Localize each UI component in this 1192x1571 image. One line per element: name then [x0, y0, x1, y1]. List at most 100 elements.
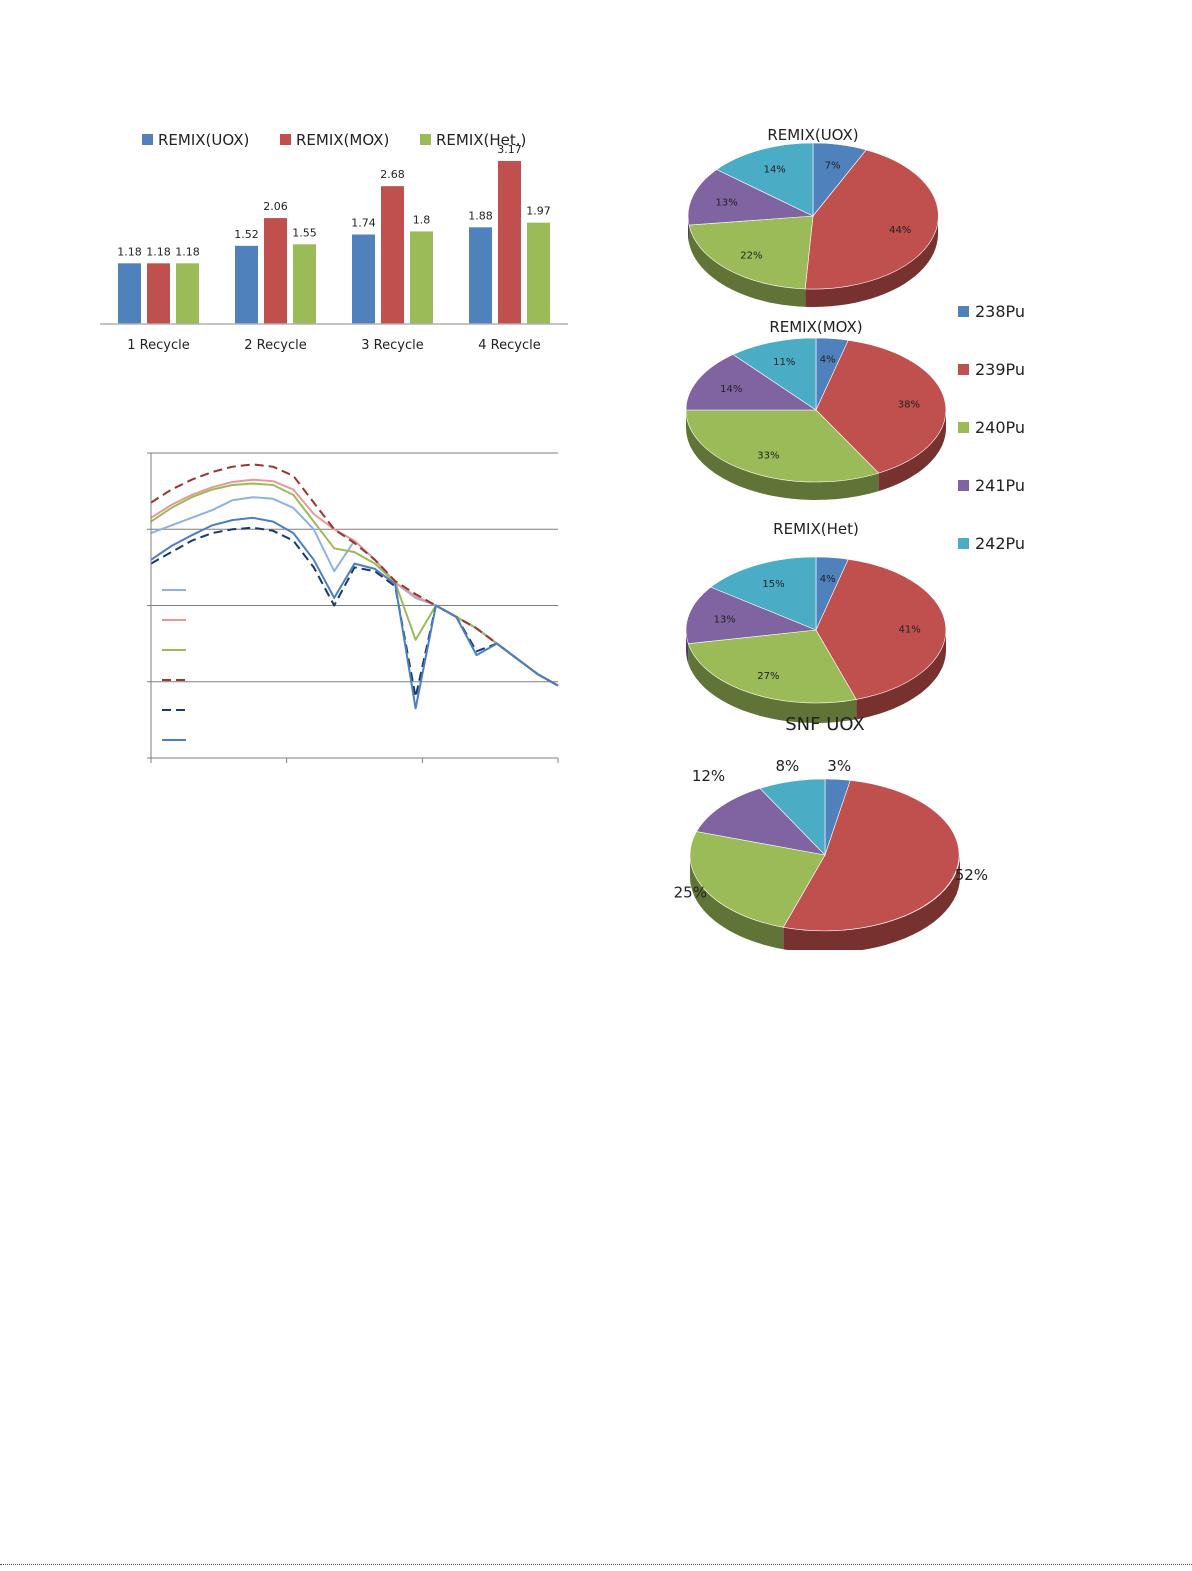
bar-plot: 1.18 1.18 1.18 1.52 2.06 1.55 1.74 2.68 1.8 1.88 3…	[117, 143, 551, 324]
pie-slice-label: 22%	[740, 250, 762, 261]
line-series	[150, 463, 559, 710]
bar	[498, 160, 521, 324]
pie-title: REMIX(Het)	[773, 520, 859, 538]
pie-side	[688, 216, 689, 244]
pie-side	[686, 410, 879, 500]
pie-legend-swatch	[958, 363, 969, 375]
pie-slice-label: 4%	[820, 355, 836, 366]
bar	[469, 227, 492, 324]
line-grid	[151, 452, 558, 683]
pie-slice	[689, 831, 826, 928]
bar-value-label: 1.55	[292, 226, 317, 239]
pie-legend-item: 241Pu	[958, 456, 1078, 514]
pie-slice-label: 13%	[715, 197, 737, 208]
bar-category-labels: 1 Recycle 2 Recycle 3 Recycle 4 Recycle	[127, 338, 540, 353]
pie-legend-label: 239Pu	[975, 359, 1026, 379]
pie-slice	[687, 169, 815, 226]
pie-legend-swatch	[958, 421, 969, 433]
category-label: 4 Recycle	[478, 338, 540, 353]
pie-legend: 238Pu 239Pu 240Pu 241Pu 242Pu	[958, 282, 1078, 572]
bar-value-label: 1.18	[117, 245, 142, 258]
pie-side	[690, 855, 784, 950]
pie-slice-label: 44%	[889, 225, 911, 236]
legend-swatch	[142, 134, 153, 145]
bar	[235, 245, 258, 324]
pie-legend-swatch	[958, 479, 969, 491]
pie-slice	[687, 629, 857, 704]
category-label: 3 Recycle	[361, 338, 423, 353]
pie-chart: REMIX(MOX) 4% 38% 33% 14% 11%	[685, 318, 947, 500]
pie-title: REMIX(MOX)	[769, 318, 862, 336]
bar	[381, 186, 404, 324]
pie-legend-swatch	[958, 537, 969, 549]
pie-slice-label: 4%	[820, 574, 836, 585]
pie-charts: REMIX(UOX) 7% 44% 22% 13% 14% REMIX(MOX) 4% 38% 3…	[674, 126, 988, 950]
pie-slice	[815, 339, 947, 474]
pie-slice	[685, 354, 817, 411]
pie-slice	[782, 779, 960, 932]
bar-value-label: 1.97	[526, 205, 551, 218]
bar	[264, 218, 287, 324]
bar-value-label: 2.68	[380, 168, 405, 181]
pie-side	[878, 410, 946, 492]
pie-slice	[759, 778, 826, 856]
line-axes	[147, 452, 559, 763]
pie-legend-item: 242Pu	[958, 514, 1078, 572]
legend-label: REMIX(Het.)	[436, 131, 526, 149]
pie-legend-label: 241Pu	[975, 475, 1026, 495]
pie-legend-swatch	[958, 305, 969, 317]
pie-title: REMIX(UOX)	[767, 126, 858, 144]
bar	[118, 263, 141, 324]
bar-value-label: 1.8	[413, 213, 431, 226]
pie-side	[856, 630, 946, 720]
pie-slice-label: 41%	[898, 624, 920, 635]
bar-value-label: 3.17	[497, 143, 522, 156]
pie-legend-label: 240Pu	[975, 417, 1026, 437]
bar-value-label: 1.52	[234, 228, 259, 241]
pie-slice	[804, 149, 939, 290]
bar	[147, 263, 170, 324]
pie-slice-label: 11%	[773, 357, 795, 368]
bar-chart: REMIX(UOX) REMIX(MOX) REMIX(Het.) 1.18 1.18…	[100, 131, 568, 353]
line-chart	[147, 452, 559, 763]
series-line	[150, 463, 559, 687]
pie-slice-label: 25%	[674, 884, 707, 902]
pie-slice-label: 3%	[827, 757, 851, 775]
pie-slice	[685, 586, 817, 645]
pie-slice-label: 15%	[762, 579, 784, 590]
pie-slice-label: 13%	[714, 615, 736, 626]
category-label: 1 Recycle	[127, 338, 189, 353]
pie-slice-label: 7%	[825, 161, 841, 172]
pie-slice-label: 12%	[692, 767, 725, 785]
bar	[410, 231, 433, 324]
bar	[527, 222, 550, 324]
pie-legend-item: 239Pu	[958, 340, 1078, 398]
pie-slice-label: 14%	[720, 384, 742, 395]
bar-value-label: 1.88	[468, 209, 493, 222]
bar-value-label: 1.18	[146, 245, 171, 258]
pie-slice-label: 14%	[764, 164, 786, 175]
bar	[176, 263, 199, 324]
pie-chart: REMIX(Het) 4% 41% 27% 13% 15%	[685, 520, 947, 723]
series-line	[150, 516, 559, 710]
bar-value-label: 2.06	[263, 200, 288, 213]
pie-side	[689, 225, 806, 307]
pie-slice-label: 8%	[776, 757, 800, 775]
pie-slice	[685, 409, 880, 483]
pie-title: SNF UOX	[785, 714, 865, 735]
series-line	[150, 526, 559, 698]
pie-slice-label: 52%	[955, 866, 988, 884]
pie-slice	[716, 142, 814, 217]
pie-chart: REMIX(UOX) 7% 44% 22% 13% 14%	[687, 126, 939, 307]
legend-swatch	[420, 134, 431, 145]
bar	[293, 244, 316, 324]
pie-legend-item: 240Pu	[958, 398, 1078, 456]
pie-slice	[688, 215, 814, 290]
pie-slice	[732, 337, 817, 411]
bar	[352, 234, 375, 324]
category-label: 2 Recycle	[244, 338, 306, 353]
pie-slice-label: 38%	[898, 400, 920, 411]
legend-swatch	[280, 134, 291, 145]
pie-side	[783, 855, 960, 950]
page-bottom-rule	[0, 1564, 1192, 1565]
